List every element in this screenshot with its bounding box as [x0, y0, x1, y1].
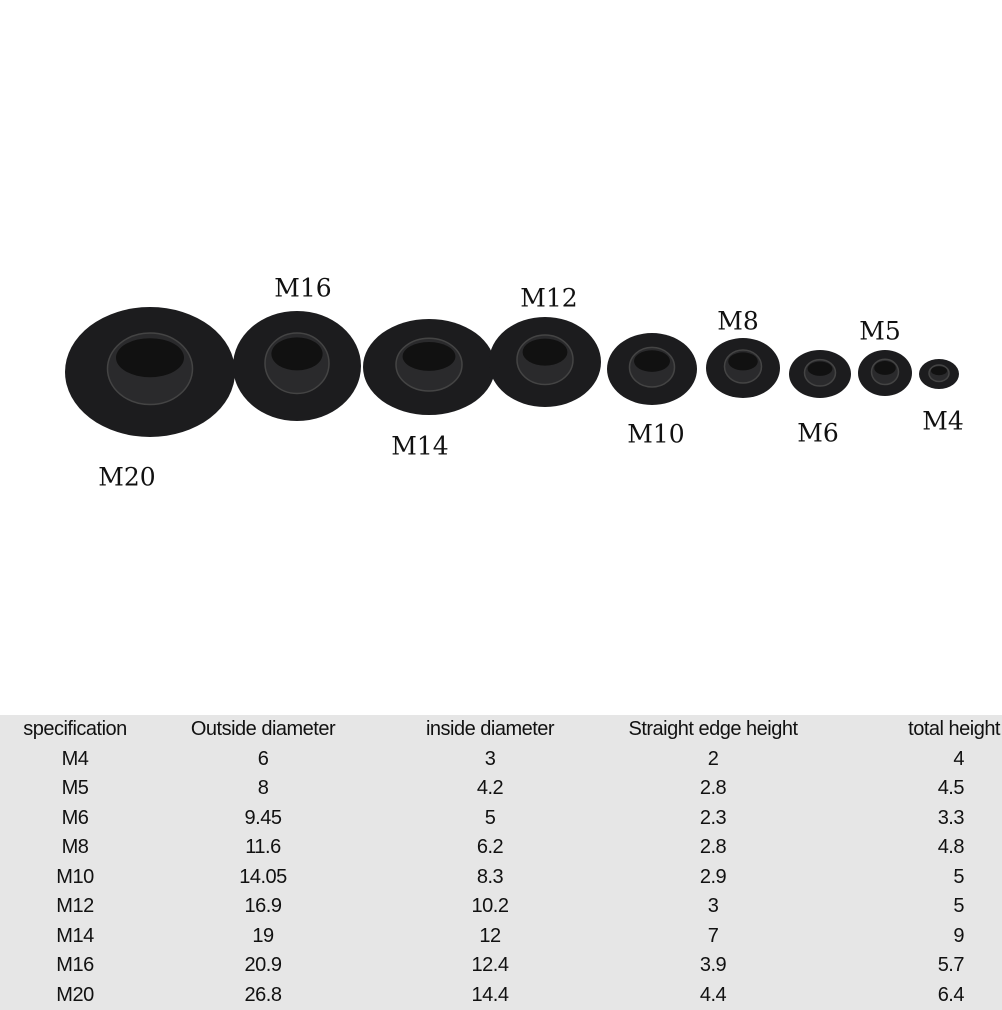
- spec-table: specification Outside diameter inside di…: [0, 715, 1002, 1010]
- cap-photo: [0, 0, 1002, 700]
- table-cell: 12.4: [376, 951, 604, 981]
- cap-label: M12: [520, 284, 577, 313]
- table-cell: 2: [604, 745, 822, 775]
- cap-m4: [919, 359, 959, 389]
- cap-m10: [607, 333, 697, 405]
- table-cell: 8: [150, 774, 376, 804]
- cap-m12: [489, 317, 601, 407]
- table-cell: M5: [0, 774, 150, 804]
- table-cell: 8.3: [376, 863, 604, 893]
- table-cell: 19: [150, 922, 376, 952]
- table-cell: 4: [822, 745, 1002, 775]
- cap-label: M16: [274, 274, 331, 303]
- header-inside-diameter: inside diameter: [376, 715, 604, 745]
- cap-m14: [363, 319, 495, 415]
- table-cell: 6: [150, 745, 376, 775]
- table-header-row: specification Outside diameter inside di…: [0, 715, 1002, 745]
- table-cell: 9: [822, 922, 1002, 952]
- table-cell: 20.9: [150, 951, 376, 981]
- header-straight-edge-height: Straight edge height: [604, 715, 822, 745]
- header-total-height: total height: [822, 715, 1002, 745]
- table-cell: M4: [0, 745, 150, 775]
- table-cell: 4.5: [822, 774, 1002, 804]
- table-cell: 2.9: [604, 863, 822, 893]
- table-cell: 5: [822, 892, 1002, 922]
- table-cell: 16.9: [150, 892, 376, 922]
- table-cell: M14: [0, 922, 150, 952]
- table-cell: 4.8: [822, 833, 1002, 863]
- table-cell: 11.6: [150, 833, 376, 863]
- cap-label: M20: [98, 463, 155, 492]
- cap-label: M5: [859, 317, 901, 346]
- table-cell: 2.8: [604, 774, 822, 804]
- table-cell: 26.8: [150, 981, 376, 1010]
- header-outside-diameter: Outside diameter: [150, 715, 376, 745]
- table-cell: 14.05: [150, 863, 376, 893]
- table-cell: M12: [0, 892, 150, 922]
- table-cell: 2.8: [604, 833, 822, 863]
- table-cell: 12: [376, 922, 604, 952]
- cap-label: M10: [627, 420, 684, 449]
- table-cell: 6.4: [822, 981, 1002, 1010]
- cap-m16: [233, 311, 361, 421]
- table-cell: 5.7: [822, 951, 1002, 981]
- cap-label: M6: [797, 419, 839, 448]
- cap-label: M8: [717, 307, 759, 336]
- table-cell: 4.2: [376, 774, 604, 804]
- cap-m8: [706, 338, 780, 398]
- cap-m6: [789, 350, 851, 398]
- table-cell: 5: [822, 863, 1002, 893]
- table-cell: 4.4: [604, 981, 822, 1010]
- table-cell: 6.2: [376, 833, 604, 863]
- cap-label: M14: [391, 432, 448, 461]
- table-cell: 3: [604, 892, 822, 922]
- cap-m20: [65, 307, 235, 437]
- header-specification: specification: [0, 715, 150, 745]
- table-cell: M6: [0, 804, 150, 834]
- cap-m5: [858, 350, 912, 396]
- table-cell: 5: [376, 804, 604, 834]
- table-cell: M8: [0, 833, 150, 863]
- table-cell: M10: [0, 863, 150, 893]
- table-cell: 3: [376, 745, 604, 775]
- table-cell: M20: [0, 981, 150, 1010]
- table-cell: 7: [604, 922, 822, 952]
- table-cell: 10.2: [376, 892, 604, 922]
- table-cell: M16: [0, 951, 150, 981]
- table-cell: 14.4: [376, 981, 604, 1010]
- table-cell: 9.45: [150, 804, 376, 834]
- table-cell: 2.3: [604, 804, 822, 834]
- table-cell: 3.9: [604, 951, 822, 981]
- table-cell: 3.3: [822, 804, 1002, 834]
- cap-label: M4: [922, 407, 964, 436]
